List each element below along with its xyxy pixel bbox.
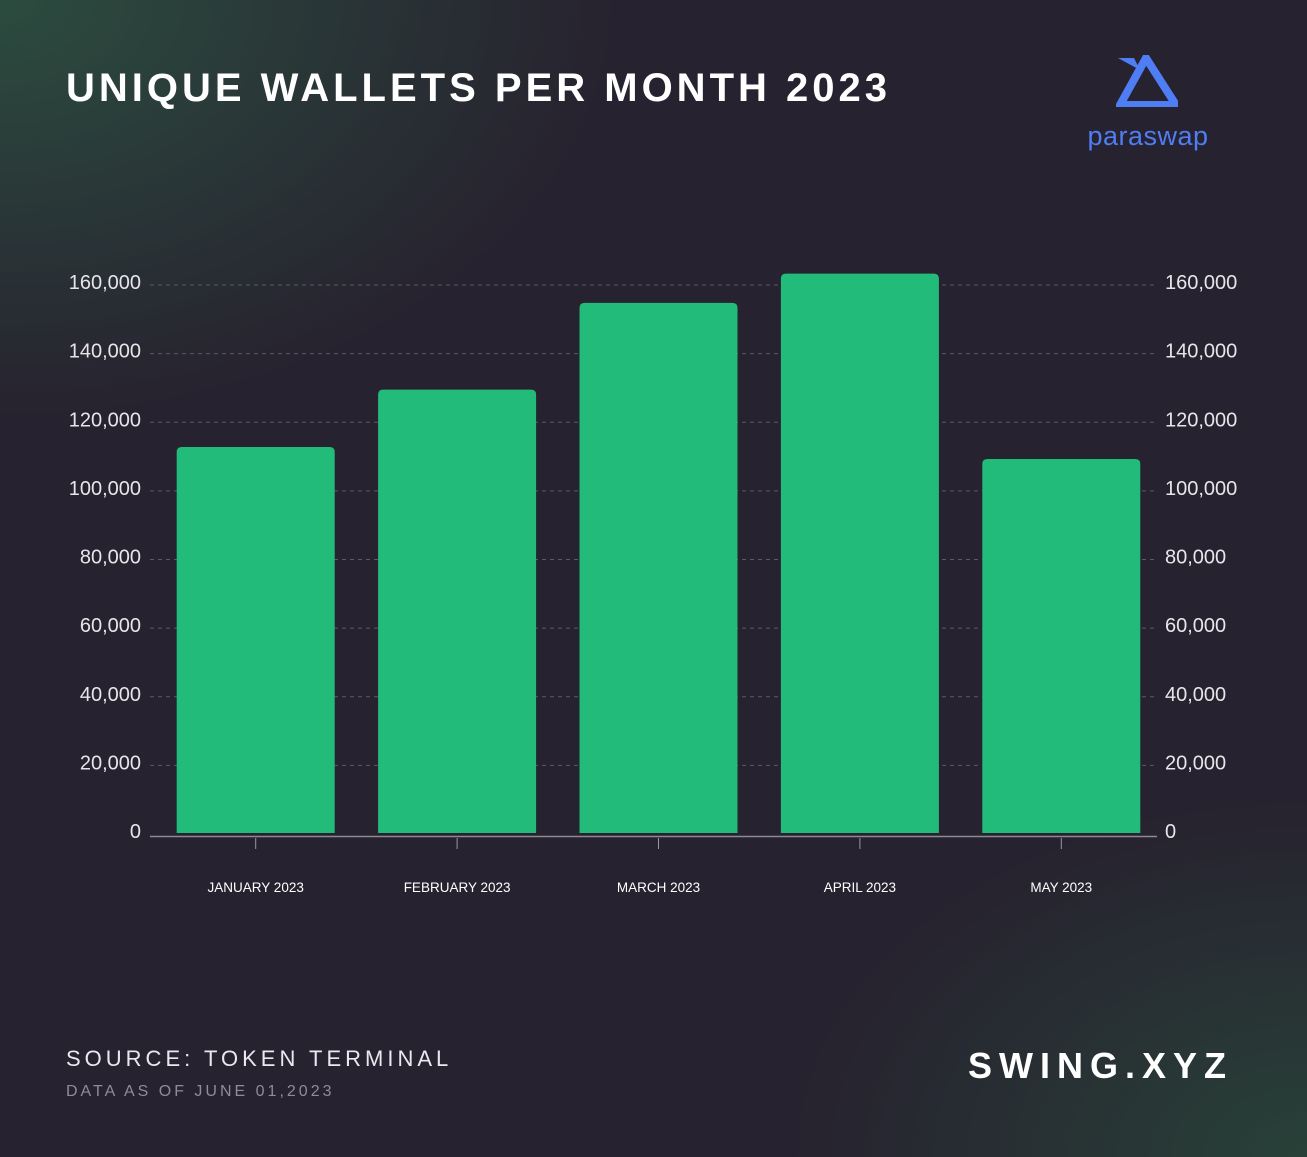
bars	[176, 273, 1141, 833]
y-tick-label-right: 160,000	[1165, 272, 1237, 294]
x-tick-label: FEBRUARY 2023	[404, 880, 511, 895]
y-tick-label-right: 100,000	[1165, 478, 1237, 500]
y-tick-label-left: 20,000	[80, 752, 141, 774]
y-tick-label-left: 140,000	[69, 341, 141, 363]
logo-text: paraswap	[1087, 121, 1209, 151]
y-tick-label-left: 100,000	[69, 478, 141, 500]
page-title: UNIQUE WALLETS PER MONTH 2023	[66, 66, 891, 110]
y-tick-label-left: 80,000	[80, 547, 141, 569]
y-tick-label-right: 60,000	[1165, 615, 1226, 637]
y-tick-label-left: 60,000	[80, 615, 141, 637]
y-tick-label-right: 80,000	[1165, 547, 1226, 569]
y-tick-label-right: 40,000	[1165, 684, 1226, 706]
y-tick-label-left: 160,000	[69, 272, 141, 294]
date-note: DATA AS OF JUNE 01,2023	[66, 1083, 335, 1100]
paraswap-triangle-icon	[1116, 55, 1178, 107]
y-tick-label-left: 40,000	[80, 684, 141, 706]
y-tick-label-right: 20,000	[1165, 752, 1226, 774]
y-axis-right: 0 20,000 40,000 60,000 80,000 100,000 120,000 1…	[1165, 272, 1237, 843]
x-tick-label: MAY 2023	[1030, 880, 1092, 895]
y-tick-label-right: 120,000	[1165, 409, 1237, 431]
y-tick-label-left: 0	[130, 821, 141, 843]
bar	[176, 446, 335, 833]
y-tick-label-left: 120,000	[69, 409, 141, 431]
x-tick-label: APRIL 2023	[824, 880, 896, 895]
bar	[780, 273, 939, 833]
x-axis	[150, 835, 1157, 849]
bar	[378, 389, 537, 833]
x-tick-label: JANUARY 2023	[208, 880, 304, 895]
y-axis-left: 0 20,000 40,000 60,000 80,000 100,000 120,000 1…	[69, 272, 141, 843]
bar	[982, 458, 1141, 833]
paraswap-logo: paraswap	[1080, 55, 1220, 165]
x-tick-label: MARCH 2023	[617, 880, 700, 895]
y-tick-label-right: 0	[1165, 821, 1176, 843]
source-note: SOURCE: TOKEN TERMINAL	[66, 1046, 453, 1071]
brand-name: SWING.XYZ	[967, 1045, 1233, 1086]
bar	[579, 302, 738, 833]
x-axis-labels: JANUARY 2023 FEBRUARY 2023 MARCH 2023 APRIL…	[208, 880, 1093, 895]
y-tick-label-right: 140,000	[1165, 341, 1237, 363]
